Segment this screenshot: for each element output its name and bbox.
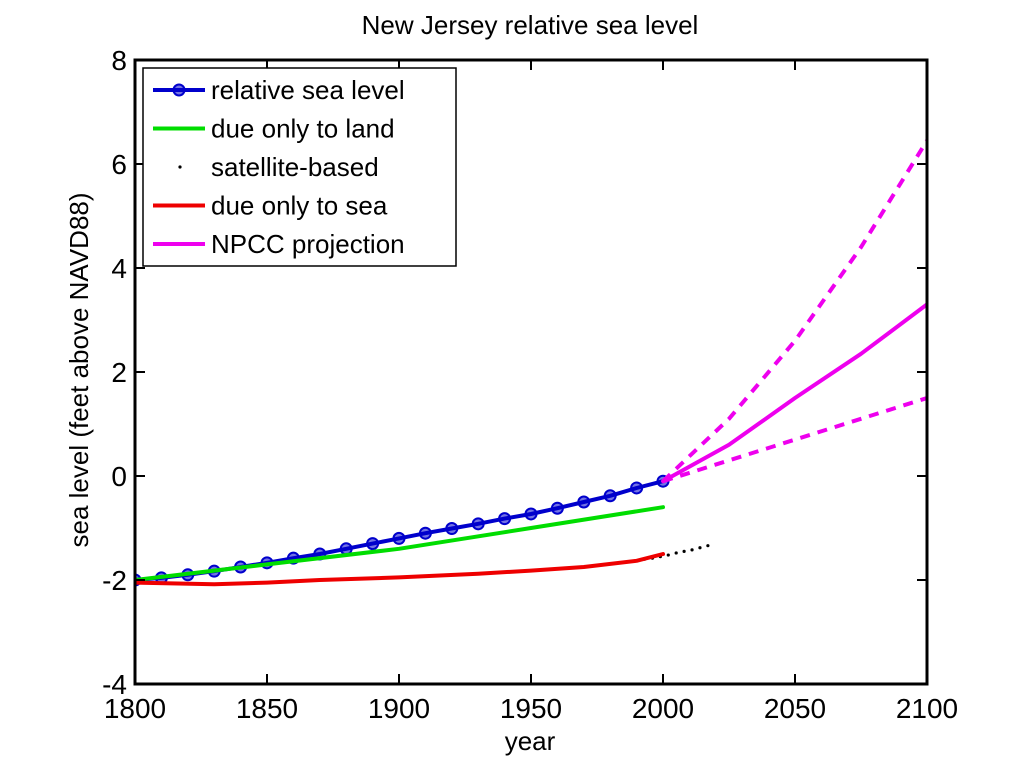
point-satellite-based (682, 549, 686, 554)
line-dashed-5 (661, 139, 927, 483)
marker-relative-sea-level (498, 512, 512, 526)
x-tick-label: 1900 (368, 693, 430, 724)
y-tick-label: -2 (102, 565, 127, 596)
marker-relative-sea-level (524, 507, 538, 521)
point-satellite-based (690, 548, 694, 552)
line-dashed-6 (662, 396, 927, 484)
x-tick-label: 2000 (632, 693, 694, 724)
legend-label-satellite-based: satellite-based (211, 152, 379, 182)
point-satellite-based (698, 546, 702, 550)
x-tick-label: 1850 (236, 693, 298, 724)
marker-relative-sea-level (471, 517, 485, 531)
y-tick-label: 4 (111, 253, 127, 284)
axes: 1800 1850 1900 1950 2000 2050 2100 -4 -2 0 2 4 6 8 (102, 45, 958, 724)
legend-label-npcc-projection: NPCC projection (211, 229, 405, 259)
x-tick-label: 1800 (104, 693, 166, 724)
marker-relative-sea-level (550, 501, 564, 515)
marker-relative-sea-level (630, 481, 644, 495)
legend-marker-relative-sea-level (172, 83, 186, 97)
x-tick-label: 2050 (764, 693, 826, 724)
legend: relative sea level due only to land satell… (142, 67, 457, 267)
y-tick-label: 0 (111, 461, 127, 492)
x-tick-label: 2100 (896, 693, 958, 724)
line-due-only-to-sea (135, 552, 665, 587)
marker-relative-sea-level (418, 526, 432, 540)
series-group (135, 139, 927, 587)
point-satellite-based (674, 551, 678, 555)
x-tick-label: 1950 (500, 693, 562, 724)
y-axis-label: sea level (feet above NAVD88) (64, 192, 94, 547)
legend-swatch-satellite-based (178, 165, 182, 169)
y-tick-label: 8 (111, 45, 127, 76)
marker-relative-sea-level (392, 531, 406, 545)
legend-label-due-only-to-sea: due only to sea (211, 191, 388, 221)
x-axis-label: year (505, 726, 556, 756)
chart-title: New Jersey relative sea level (362, 10, 699, 40)
marker-relative-sea-level (445, 522, 459, 536)
plot-area (135, 139, 927, 587)
legend-box (142, 67, 457, 267)
point-satellite-based (666, 553, 670, 557)
y-tick-label: -4 (102, 669, 127, 700)
marker-relative-sea-level (577, 495, 591, 509)
marker-relative-sea-level (366, 537, 380, 551)
legend-label-relative-sea-level: relative sea level (211, 75, 405, 105)
line-due-only-to-land (135, 505, 665, 582)
line-npcc-projection (661, 302, 927, 484)
y-tick-label: 2 (111, 357, 127, 388)
marker-relative-sea-level (603, 489, 617, 503)
y-tick-label: 6 (111, 149, 127, 180)
legend-label-due-only-to-land: due only to land (211, 114, 395, 144)
point-satellite-based (706, 544, 710, 548)
